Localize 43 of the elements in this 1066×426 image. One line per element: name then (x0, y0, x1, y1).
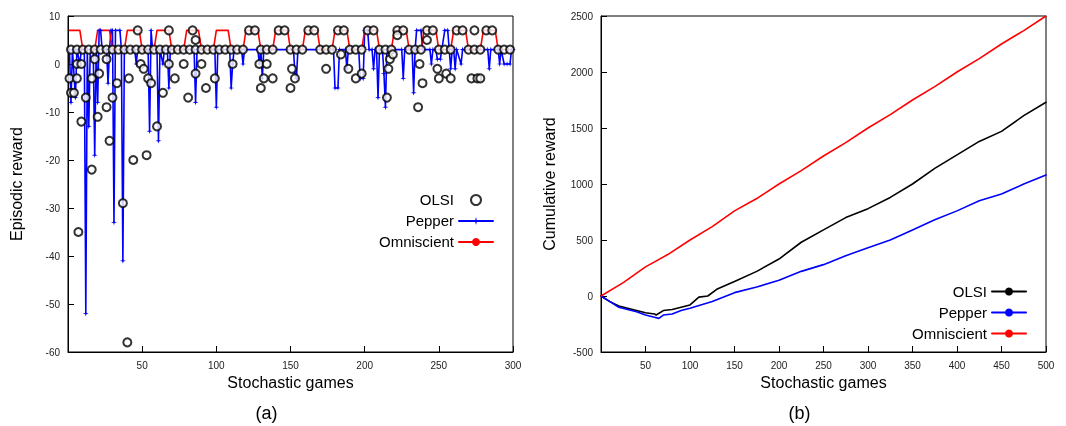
x-tick-label: 200 (356, 359, 374, 371)
y-tick-label: 1000 (570, 178, 594, 190)
y-axis-title: Episodic reward (7, 127, 25, 241)
y-tick-label: 0 (587, 290, 594, 302)
y-tick-label: -20 (45, 154, 61, 166)
y-tick-label: 0 (54, 58, 61, 70)
x-tick-label: 50 (639, 359, 652, 371)
y-tick-label: -40 (45, 250, 61, 262)
x-tick-label: 200 (770, 359, 788, 371)
x-tick-label: 100 (207, 359, 226, 371)
y-tick-label: -500 (572, 346, 594, 358)
x-tick-label: 400 (948, 359, 966, 371)
legend-label: Pepper (938, 304, 987, 321)
y-tick-label: 500 (576, 234, 594, 246)
legend-label: OLSI (952, 283, 987, 300)
x-axis-title: Stochastic games (760, 374, 887, 392)
x-tick-label: 150 (726, 359, 744, 371)
x-tick-label: 150 (282, 359, 300, 371)
legend-label: Omniscient (911, 325, 988, 342)
x-tick-label: 250 (430, 359, 448, 371)
x-tick-label: 250 (815, 359, 833, 371)
y-tick-label: 1500 (570, 122, 594, 134)
x-tick-label: 100 (681, 359, 699, 371)
text: (b) (788, 403, 811, 423)
x-tick-label: 350 (904, 359, 922, 371)
x-axis-title: Stochastic games (227, 374, 354, 392)
y-tick-label: 2000 (570, 66, 594, 78)
y-tick-label: -50 (45, 298, 61, 310)
y-axis-title: Cumulative reward (540, 117, 558, 251)
y-tick-label: -60 (45, 346, 61, 358)
legend-label: Pepper (405, 212, 454, 230)
legend-label: OLSI (419, 191, 454, 209)
x-tick-label: 50 (136, 359, 149, 371)
x-tick-label: 300 (504, 359, 522, 371)
x-tick-label: 300 (859, 359, 877, 371)
x-tick-label: 500 (1037, 359, 1055, 371)
x-tick-label: 450 (993, 359, 1011, 371)
y-tick-label: 2500 (570, 10, 594, 22)
y-tick-label: -10 (45, 106, 61, 118)
text: (a) (255, 403, 278, 423)
legend-label: Omniscient (378, 233, 455, 251)
y-tick-label: -30 (45, 202, 61, 214)
y-tick-label: 10 (48, 10, 61, 22)
